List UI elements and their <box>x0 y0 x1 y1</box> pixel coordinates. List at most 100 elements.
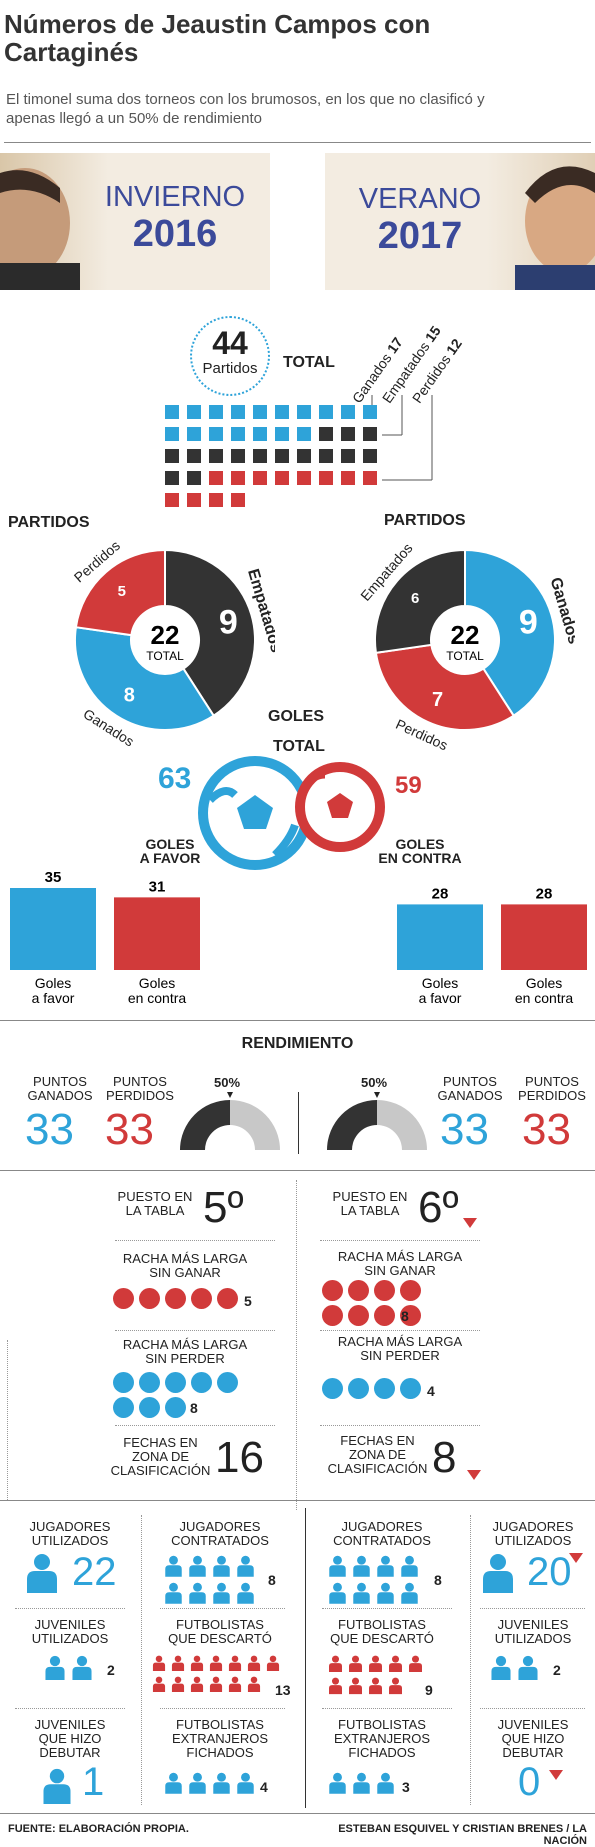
right-puntos-ganados-label: PUNTOS GANADOS <box>437 1074 503 1103</box>
season-name: VERANO <box>358 183 482 215</box>
person-icon <box>213 1555 230 1577</box>
streak-dot <box>217 1288 238 1309</box>
left-fechas-label: FECHAS EN ZONA DE CLASIFICACIÓN <box>110 1435 211 1478</box>
person-icon <box>165 1555 182 1577</box>
right-fechas-value: 8 <box>432 1433 457 1482</box>
person-icon <box>389 1677 402 1695</box>
match-square <box>209 471 223 485</box>
donut-value: 9 <box>219 603 238 641</box>
match-square <box>297 471 311 485</box>
match-square <box>253 471 267 485</box>
left-contratados-value: 8 <box>268 1572 276 1588</box>
right-sin-ganar-label: RACHA MÁS LARGA SIN GANAR <box>337 1249 463 1278</box>
donut-hole <box>132 607 198 673</box>
person-icon <box>329 1582 346 1604</box>
goles-favor-total: 63 <box>158 762 192 795</box>
right-puntos-perdidos: 33 <box>522 1105 571 1154</box>
match-square <box>319 405 333 419</box>
streak-dot <box>165 1288 186 1309</box>
partidos-heading-right: PARTIDOS <box>384 512 466 529</box>
match-square <box>231 405 245 419</box>
left-puesto-value: 5º <box>203 1183 244 1232</box>
right-sin-perder-dots <box>322 1378 462 1408</box>
season-name: INVIERNO <box>104 181 246 213</box>
person-icon-large <box>483 1553 513 1598</box>
goles-bar-value: 28 <box>536 885 553 902</box>
person-icon <box>247 1655 261 1671</box>
person-icon <box>228 1655 242 1671</box>
season-banner-invierno: INVIERNO 2016 <box>0 153 270 290</box>
donut-hole <box>432 607 498 673</box>
section-divider-2 <box>0 1170 595 1171</box>
stats-divider <box>320 1330 480 1331</box>
stats-divider <box>115 1425 275 1426</box>
person-icon <box>377 1555 394 1577</box>
jugadores-divider <box>160 1708 285 1709</box>
match-square <box>363 471 377 485</box>
left-sin-perder-dots <box>113 1372 253 1427</box>
match-square <box>231 471 245 485</box>
person-icon <box>189 1582 206 1604</box>
goles-bar <box>501 904 587 970</box>
left-extranjeros-value: 4 <box>260 1779 268 1795</box>
right-puesto-value: 6º <box>418 1183 459 1232</box>
match-square <box>209 405 223 419</box>
streak-dot <box>400 1280 421 1301</box>
right-extranjeros-value: 3 <box>402 1779 410 1795</box>
jugadores-center-line <box>305 1508 306 1808</box>
person-icon <box>377 1772 394 1794</box>
person-icon <box>329 1772 346 1794</box>
match-square <box>187 471 201 485</box>
match-square <box>165 449 179 463</box>
streak-dot <box>165 1372 186 1393</box>
left-sin-perder-value: 8 <box>190 1400 198 1416</box>
section-divider-1 <box>0 1020 595 1021</box>
season-year: 2016 <box>132 213 218 255</box>
person-icon <box>213 1582 230 1604</box>
left-descarto-label: FUTBOLISTAS QUE DESCARTÓ <box>168 1617 272 1646</box>
match-square <box>165 427 179 441</box>
match-square <box>187 493 201 507</box>
rendimiento-vertical-divider <box>298 1092 299 1154</box>
right-debutar-label: JUVENILES QUE HIZO DEBUTAR <box>497 1717 569 1760</box>
section-divider-3 <box>0 1500 595 1501</box>
left-sin-ganar-dots <box>113 1288 253 1318</box>
match-square <box>297 405 311 419</box>
right-extranjeros-label: FUTBOLISTAS EXTRANJEROS FICHADOS <box>333 1717 431 1760</box>
donut-value: 9 <box>519 603 538 641</box>
person-icon <box>171 1676 185 1693</box>
streak-dot <box>322 1305 343 1326</box>
goles-contra-caption: GOLES EN CONTRA <box>378 836 462 866</box>
person-icon <box>353 1772 370 1794</box>
left-juveniles-label: JUVENILES UTILIZADOS <box>31 1617 109 1646</box>
goles-bar-label: en contra <box>515 990 574 1006</box>
right-puntos-ganados: 33 <box>440 1105 489 1154</box>
person-icon <box>389 1655 402 1673</box>
donut-total-label: TOTAL <box>446 649 484 663</box>
match-square <box>253 449 267 463</box>
jugadores-divider <box>322 1708 452 1709</box>
match-square <box>187 405 201 419</box>
season-year: 2017 <box>377 215 463 257</box>
right-juveniles-value: 2 <box>553 1662 561 1678</box>
goles-favor-caption: GOLES A FAVOR <box>139 836 201 866</box>
donut-value: 6 <box>411 590 419 607</box>
streak-dot <box>374 1280 395 1301</box>
jugadores-divider <box>322 1608 452 1609</box>
match-square <box>231 449 245 463</box>
down-arrow-icon <box>569 1553 583 1563</box>
page-subtitle: El timonel suma dos torneos con los brum… <box>6 91 485 127</box>
donut-value: 5 <box>118 583 126 600</box>
coach-photo-right <box>515 166 595 290</box>
jugadores-divider <box>15 1608 125 1609</box>
right-utilizados-label: JUGADORES UTILIZADOS <box>492 1519 574 1548</box>
person-icon <box>369 1677 382 1695</box>
person-icon <box>353 1555 370 1577</box>
partidos-heading-left: PARTIDOS <box>8 514 90 531</box>
left-fechas-value: 16 <box>215 1433 264 1482</box>
left-puesto-label: PUESTO EN LA TABLA <box>117 1189 193 1218</box>
streak-dot <box>113 1372 134 1393</box>
stats-divider <box>320 1240 480 1241</box>
left-sin-perder-label: RACHA MÁS LARGA SIN PERDER <box>122 1337 248 1366</box>
